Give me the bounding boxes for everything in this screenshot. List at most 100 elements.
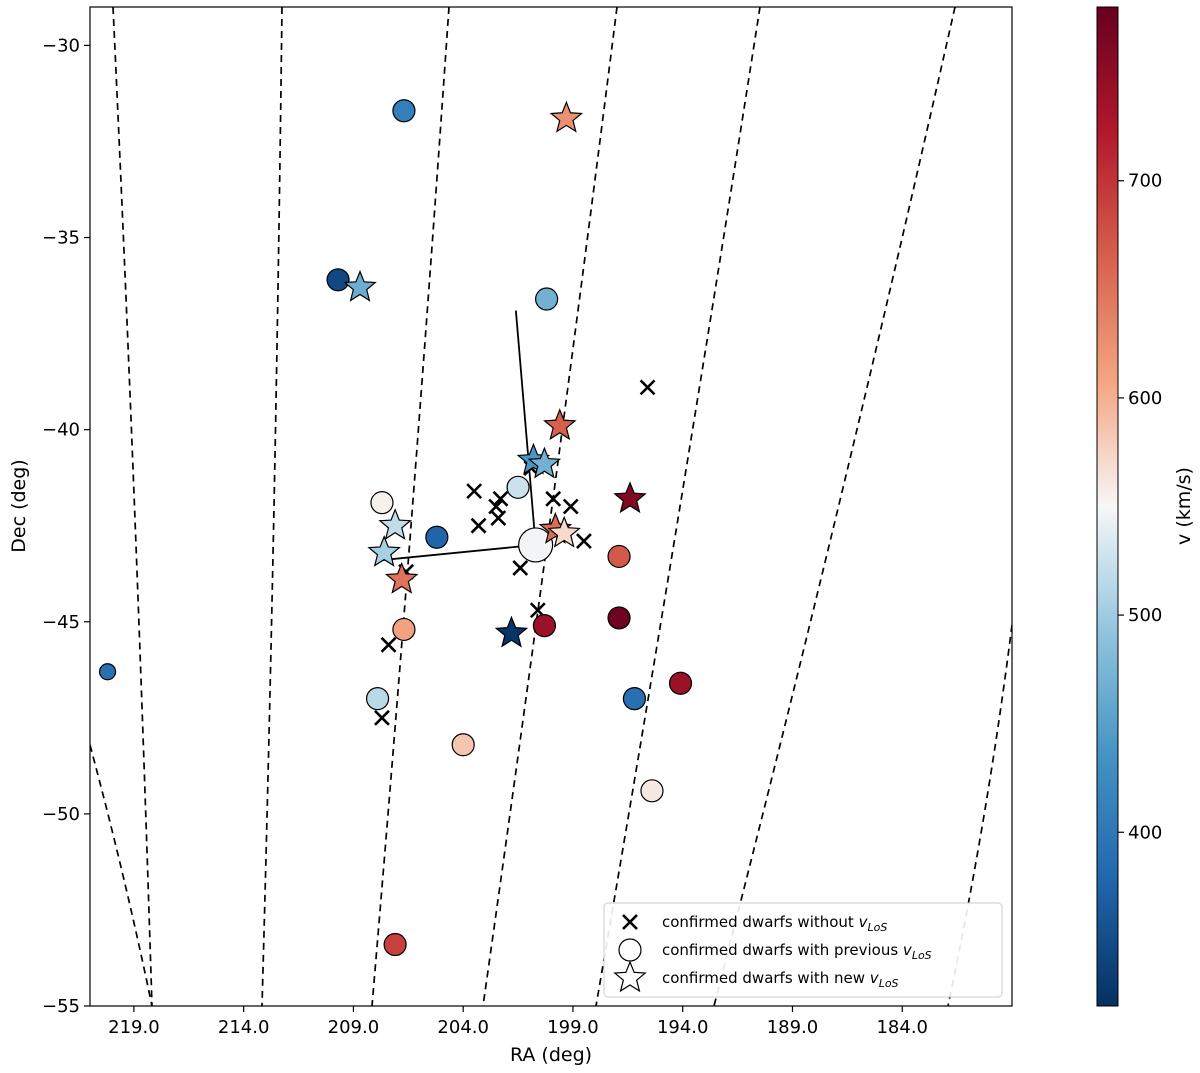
y-axis-label: Dec (deg) [8,459,30,552]
meridian-line [947,624,1012,1006]
dwarf-previous-vlos-marker [607,606,631,630]
y-tick-label: −55 [42,996,80,1017]
plot-frame [89,6,1013,1007]
dwarf-no-vlos-marker [562,498,579,515]
legend-marker-x [622,914,638,930]
colorbar-tick-label: 700 [1128,171,1162,192]
meridian-line [595,7,761,1006]
dwarf-no-vlos-marker-stroke [576,533,592,549]
dwarf-no-vlos-marker [512,560,529,576]
dwarf-no-vlos-marker [470,517,487,534]
dwarf-new-vlos-marker [367,534,401,567]
x-tick-label: 199.0 [547,1017,599,1038]
legend-marker-circle [618,938,642,962]
legend-box [603,902,1003,998]
y-axis: −30 −35 −40 −45 −50 −55 [42,35,90,1017]
meridian-line [90,744,153,1006]
structure-line [514,310,537,545]
colorbar-tick-label: 400 [1128,822,1162,843]
meridian-line [371,7,450,1006]
dwarf-no-vlos-marker [639,379,656,396]
x-tick-label: 219.0 [108,1017,160,1038]
x-axis: 219.0 214.0 209.0 204.0 199.0 194.0 189.0 184.0 [108,1006,928,1038]
dwarf-no-vlos-marker-stroke [380,636,397,653]
dwarf-no-vlos-marker [576,533,592,549]
meridian-lines [90,7,1012,1006]
dwarf-no-vlos-marker-stroke [512,560,529,576]
colorbar-label: v (km/s) [1173,467,1195,545]
y-tick-label: −35 [42,228,80,249]
dwarf-previous-vlos-marker [607,544,631,569]
legend-label: confirmed dwarfs with new vLoS [662,969,899,990]
x-tick-label: 184.0 [876,1017,928,1038]
data-points [98,99,693,957]
legend-marker-x-stroke [622,914,638,930]
y-tick-label: −40 [42,420,80,441]
meridian-line [112,7,153,1006]
dwarf-no-vlos-marker [466,483,483,500]
legend-marker-star [613,960,647,993]
dwarf-previous-vlos-marker [98,663,117,681]
colorbar: 400 500 600 700 v (km/s) [1096,6,1195,1007]
x-tick-label: 204.0 [437,1017,489,1038]
dwarf-new-vlos-marker [547,515,581,548]
meridian-line [713,7,956,1006]
dwarf-new-vlos-marker [527,446,562,479]
dwarf-previous-vlos-marker [370,491,394,515]
dwarf-previous-vlos-marker [640,779,664,803]
x-tick-label: 189.0 [767,1017,819,1038]
dwarf-no-vlos-marker-stroke [639,379,656,396]
dwarf-no-vlos-marker [374,709,390,726]
dwarf-no-vlos-marker [490,510,507,526]
dwarf-no-vlos-marker-stroke [470,517,487,534]
structure-lines [379,310,537,562]
meridian-line [482,7,618,1006]
dwarf-previous-vlos-marker [392,99,416,123]
structure-line [379,544,536,562]
x-tick-label: 214.0 [218,1017,270,1038]
dwarf-no-vlos-marker-stroke [492,490,509,507]
dwarf-previous-vlos-marker [535,287,559,311]
meridian-line [261,7,283,1006]
x-tick-label: 209.0 [328,1017,380,1038]
x-tick-label: 194.0 [657,1017,709,1038]
dwarf-no-vlos-marker-stroke [545,490,562,507]
x-axis-label: RA (deg) [510,1044,592,1066]
dwarf-new-vlos-marker [343,269,377,302]
dwarf-no-vlos-marker-stroke [490,510,507,526]
dwarf-no-vlos-marker-stroke [529,602,546,619]
dwarf-previous-vlos-marker [365,687,390,711]
colorbar-gradient [1096,6,1119,1007]
legend: confirmed dwarfs without vLoS confirmed d… [603,902,1003,998]
dwarf-previous-vlos-marker [518,527,554,563]
dwarf-no-vlos-marker [492,490,509,507]
y-tick-label: −45 [42,612,80,633]
dwarf-new-vlos-marker [378,508,412,540]
dwarf-new-vlos-marker [384,561,419,594]
legend-label: confirmed dwarfs without vLoS [662,913,887,934]
plot-area [89,6,1013,1007]
y-tick-label: −30 [42,35,80,56]
dwarf-no-vlos-marker-stroke [466,483,483,500]
dwarf-no-vlos-marker [545,490,562,507]
colorbar-tick-label: 500 [1128,605,1162,626]
y-tick-label: −50 [42,804,80,825]
colorbar-ticks: 400 500 600 700 [1118,171,1162,843]
dwarf-new-vlos-marker [549,100,584,133]
dwarf-previous-vlos-marker [451,733,475,757]
dwarf-new-vlos-marker [494,615,529,648]
dwarf-no-vlos-marker [380,636,397,653]
dwarf-no-vlos-marker-stroke [562,498,579,515]
dwarf-previous-vlos-marker [668,671,693,695]
dwarf-no-vlos-marker-stroke [374,709,390,726]
dwarf-previous-vlos-marker [506,475,530,499]
dwarf-new-vlos-marker [613,481,647,514]
dwarf-previous-vlos-marker [532,614,557,638]
dwarf-previous-vlos-marker [425,525,449,549]
dwarf-previous-vlos-marker [622,687,647,711]
dwarf-previous-vlos-marker [326,268,350,292]
legend-label: confirmed dwarfs with previous vLoS [662,941,932,962]
dwarf-previous-vlos-marker [383,932,407,957]
colorbar-tick-label: 600 [1128,388,1162,409]
